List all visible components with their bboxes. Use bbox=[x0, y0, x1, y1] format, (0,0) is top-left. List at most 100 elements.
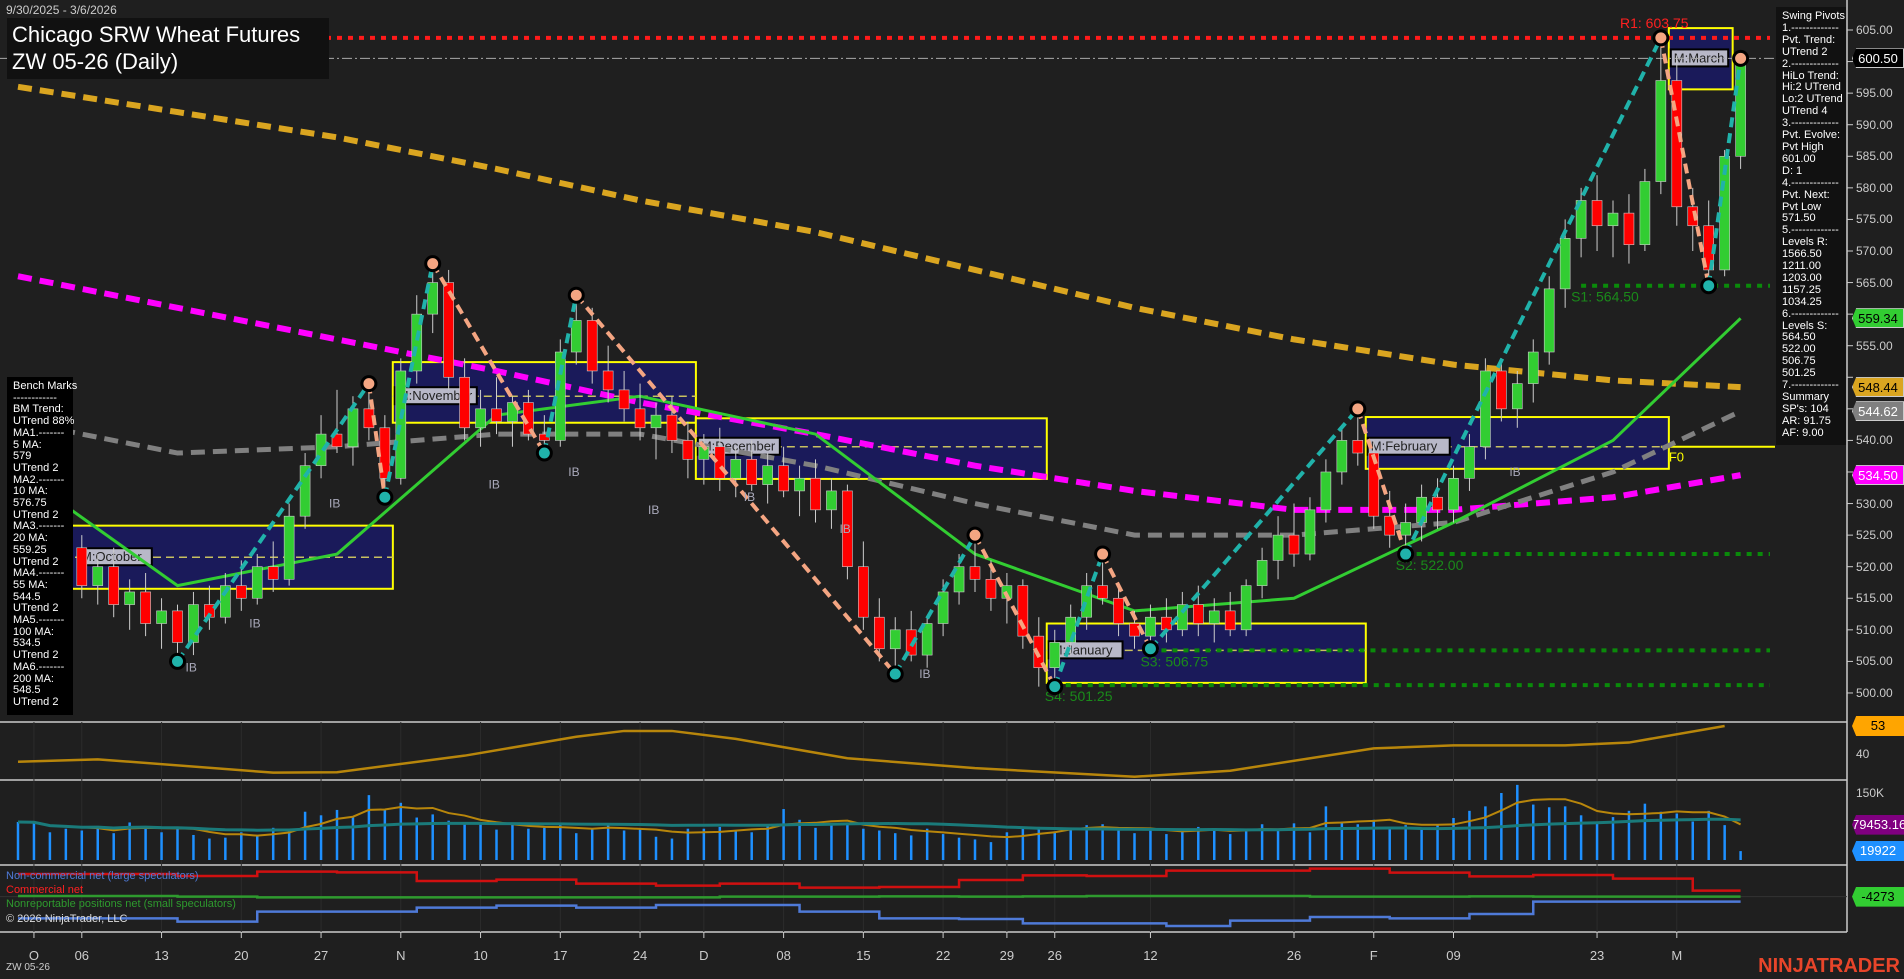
bench-panel-line: UTrend 2 bbox=[13, 461, 59, 474]
candle-body bbox=[1161, 616, 1172, 631]
candle-body bbox=[682, 440, 694, 460]
candle bbox=[331, 389, 343, 454]
candle-body bbox=[1129, 623, 1140, 637]
ib-label: IB bbox=[839, 522, 850, 536]
candle bbox=[491, 377, 502, 435]
swing-panel-line: 1211.00 bbox=[1782, 260, 1821, 273]
candle-body bbox=[124, 591, 135, 605]
swing-leg bbox=[542, 294, 579, 454]
swing-leg bbox=[1148, 407, 1360, 651]
candle bbox=[826, 478, 837, 529]
bench-panel-line: 100 MA: bbox=[13, 625, 54, 638]
candle-body bbox=[1224, 610, 1236, 631]
candle bbox=[1304, 497, 1316, 561]
swing-panel-line: 1034.25 bbox=[1782, 295, 1822, 308]
candle-body bbox=[953, 566, 965, 593]
bench-panel-line: UTrend 2 bbox=[13, 555, 59, 568]
indicator-line bbox=[17, 724, 1725, 778]
swing-panel-line: 601.00 bbox=[1782, 152, 1816, 165]
candle-body bbox=[1320, 471, 1332, 511]
candle bbox=[1352, 408, 1364, 466]
candle bbox=[842, 484, 853, 580]
candle-body bbox=[1240, 585, 1252, 631]
swing-leg bbox=[382, 263, 435, 498]
price-axis-label: 520.00 bbox=[1856, 559, 1893, 574]
candle-body bbox=[267, 566, 279, 580]
candle bbox=[969, 535, 981, 592]
swing-panel-line: 501.25 bbox=[1782, 367, 1816, 380]
price-badge: 600.50 bbox=[1852, 48, 1904, 69]
bench-panel-line: Bench Marks bbox=[13, 380, 78, 392]
candle bbox=[1033, 617, 1045, 687]
candle-body bbox=[1512, 383, 1523, 410]
ib-label: IB bbox=[648, 503, 659, 517]
candle bbox=[1320, 459, 1332, 523]
candle-body bbox=[921, 623, 933, 656]
candle-body bbox=[1049, 642, 1061, 669]
candle-body bbox=[889, 629, 901, 650]
swing-leg bbox=[366, 383, 387, 498]
candle bbox=[1543, 276, 1555, 365]
candle bbox=[746, 440, 758, 491]
candle-body bbox=[1033, 635, 1045, 669]
bench-panel-line: MA2.------- bbox=[13, 473, 65, 486]
candle bbox=[1272, 516, 1284, 580]
candle-body bbox=[1432, 496, 1443, 511]
zone-label: M:December bbox=[701, 439, 776, 454]
candle bbox=[76, 535, 88, 599]
swing-panel-line: 571.50 bbox=[1782, 212, 1816, 225]
zone-label: M:October bbox=[81, 549, 142, 564]
ninjatrader-logo: NINJATRADER bbox=[1758, 955, 1900, 977]
swing-panel-line: 1566.50 bbox=[1782, 248, 1822, 261]
swing-panel-line: Hi:2 UTrend bbox=[1782, 81, 1841, 94]
candle-body bbox=[1623, 212, 1635, 245]
volume-badge: 79453.16 bbox=[1852, 814, 1904, 835]
candle bbox=[1623, 194, 1635, 264]
candle-body bbox=[475, 408, 486, 429]
swing-leg bbox=[1100, 553, 1153, 650]
swing-panel-line: Levels S: bbox=[1782, 319, 1828, 332]
candle-body bbox=[1065, 616, 1076, 643]
ib-label: IB bbox=[249, 617, 260, 631]
f0-label: F0 bbox=[1669, 450, 1684, 465]
ib-label: IB bbox=[186, 661, 197, 675]
candle bbox=[1177, 591, 1188, 637]
candle-body bbox=[1464, 446, 1475, 479]
candle-body bbox=[602, 370, 614, 391]
candle bbox=[1575, 187, 1587, 258]
candle-body bbox=[1017, 585, 1029, 637]
swing-panel-line: Lo:2 UTrend bbox=[1782, 93, 1843, 106]
candle bbox=[1017, 579, 1029, 649]
candle bbox=[1527, 339, 1539, 403]
candle-body bbox=[1639, 181, 1651, 245]
cot-line bbox=[18, 894, 1741, 899]
candle bbox=[634, 383, 646, 441]
x-axis-label: 23 bbox=[1589, 948, 1605, 963]
swing-panel-line: UTrend 2 bbox=[1782, 45, 1828, 58]
x-axis-label: M bbox=[1671, 948, 1683, 963]
level-label: S4: 501.25 bbox=[1045, 688, 1113, 704]
swing-panel-line: 1157.25 bbox=[1782, 283, 1821, 296]
swing-panel-line: 522.00 bbox=[1782, 343, 1816, 356]
cot-badge: -4273 bbox=[1852, 886, 1904, 907]
bench-panel-line: BM Trend: bbox=[13, 403, 64, 416]
zone-label: M:January bbox=[1052, 642, 1113, 657]
candle bbox=[1065, 604, 1076, 656]
legend-noncommercial: Non-commercial net (large speculators) bbox=[6, 870, 199, 882]
swing-leg bbox=[574, 293, 897, 676]
bench-panel-line: MA6.------- bbox=[13, 660, 65, 673]
swing-panel-line: 564.50 bbox=[1782, 331, 1816, 344]
swing-pivot-marker bbox=[169, 652, 186, 670]
candle-body bbox=[172, 610, 183, 643]
ma-line-ma20 bbox=[17, 317, 1742, 613]
bench-panel-line: 559.25 bbox=[13, 543, 47, 556]
swing-panel-line: 1203.00 bbox=[1782, 271, 1822, 284]
swing-pivot-marker bbox=[376, 488, 394, 506]
swing-panel-line: Pvt. Next: bbox=[1782, 188, 1830, 201]
candle bbox=[586, 307, 598, 384]
candle-body bbox=[570, 320, 582, 353]
ib-label: IB bbox=[1509, 465, 1520, 479]
candle bbox=[1240, 579, 1252, 637]
swing-panel-line: 2.------------- bbox=[1782, 57, 1839, 70]
